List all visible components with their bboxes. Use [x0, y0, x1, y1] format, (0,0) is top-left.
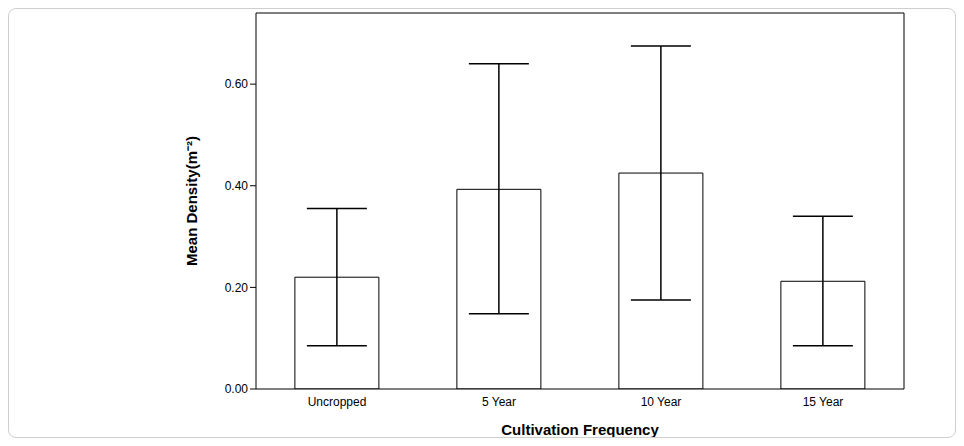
- svg-text:Mean Density(m⁻²): Mean Density(m⁻²): [183, 136, 200, 266]
- svg-text:0.20: 0.20: [225, 281, 249, 295]
- svg-text:0.60: 0.60: [225, 77, 249, 91]
- svg-text:Uncropped: Uncropped: [308, 395, 367, 409]
- svg-text:0.00: 0.00: [225, 382, 249, 396]
- svg-text:Cultivation Frequency: Cultivation Frequency: [501, 421, 659, 437]
- svg-text:0.40: 0.40: [225, 179, 249, 193]
- svg-text:15 Year: 15 Year: [803, 395, 844, 409]
- svg-text:10 Year: 10 Year: [641, 395, 682, 409]
- svg-text:5 Year: 5 Year: [482, 395, 516, 409]
